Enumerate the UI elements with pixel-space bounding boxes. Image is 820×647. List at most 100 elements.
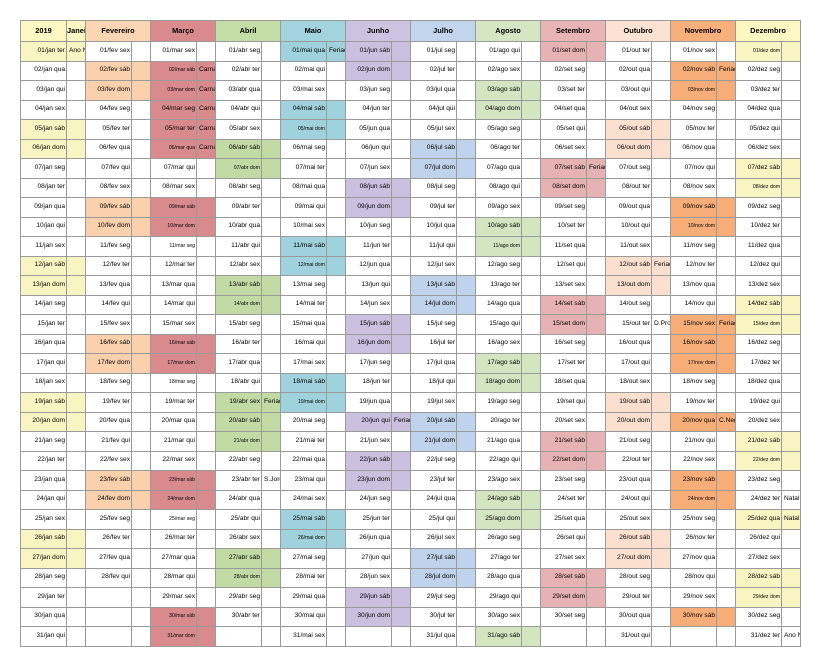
note-cell[interactable] [131, 431, 151, 452]
note-cell[interactable] [521, 353, 542, 374]
date-cell[interactable]: 28/nov qui [670, 567, 718, 588]
date-cell[interactable]: 05/jan sáb [20, 119, 67, 140]
note-cell[interactable] [390, 80, 412, 101]
note-cell[interactable] [781, 587, 802, 608]
date-cell[interactable]: 03/abr qua [215, 80, 262, 101]
date-cell[interactable]: 24/nov dom [670, 489, 718, 510]
note-cell[interactable] [716, 470, 737, 491]
note-cell[interactable] [521, 275, 542, 296]
note-cell[interactable] [586, 606, 607, 627]
note-cell[interactable] [326, 275, 346, 296]
date-cell[interactable]: 16/mai qui [280, 333, 327, 354]
note-cell[interactable] [781, 528, 802, 549]
note-cell[interactable]: Feriado [716, 314, 737, 335]
note-cell[interactable] [66, 177, 86, 198]
note-cell[interactable] [261, 60, 281, 81]
note-cell[interactable] [66, 119, 86, 140]
note-cell[interactable] [781, 138, 802, 159]
note-cell[interactable] [131, 177, 151, 198]
note-cell[interactable] [716, 255, 737, 276]
date-cell[interactable]: 11/fev seg [85, 236, 132, 257]
note-cell[interactable] [196, 470, 216, 491]
note-cell[interactable] [651, 450, 672, 471]
note-cell[interactable] [326, 548, 346, 569]
note-cell[interactable] [326, 80, 346, 101]
note-cell[interactable] [131, 333, 151, 354]
date-cell[interactable]: 27/out dom [605, 548, 653, 569]
note-cell[interactable]: Carnaval [196, 99, 216, 120]
date-cell[interactable]: 18/ago dom [475, 372, 523, 393]
date-cell[interactable]: 18/jul qui [410, 372, 458, 393]
note-cell[interactable] [261, 197, 281, 218]
date-cell[interactable]: 23/jun dom [345, 470, 392, 491]
date-cell[interactable]: 07/dez sáb [735, 158, 783, 179]
note-cell[interactable] [261, 275, 281, 296]
note-cell[interactable] [716, 80, 737, 101]
note-cell[interactable] [521, 548, 542, 569]
note-cell[interactable] [521, 450, 542, 471]
date-cell[interactable]: 28/dez sáb [735, 567, 783, 588]
date-cell[interactable]: 04/abr qui [215, 99, 262, 120]
date-cell[interactable]: 05/ago seg [475, 119, 523, 140]
date-cell[interactable]: 25/ago dom [475, 509, 523, 530]
date-cell[interactable]: 02/mar sáb [150, 60, 197, 81]
note-cell[interactable] [131, 275, 151, 296]
note-cell[interactable] [716, 236, 737, 257]
date-cell[interactable]: 12/abr sex [215, 255, 262, 276]
date-cell[interactable]: 22/fev sex [85, 450, 132, 471]
note-cell[interactable] [261, 41, 281, 62]
date-cell[interactable]: 19/jul sex [410, 392, 458, 413]
note-cell[interactable] [586, 411, 607, 432]
date-cell[interactable]: 04/out sex [605, 99, 653, 120]
date-cell[interactable]: 22/jul seg [410, 450, 458, 471]
date-cell[interactable]: 21/fev qui [85, 431, 132, 452]
date-cell[interactable]: 22/set dom [540, 450, 588, 471]
note-cell[interactable] [390, 158, 412, 179]
note-cell[interactable] [196, 606, 216, 627]
date-cell[interactable]: 17/out qui [605, 353, 653, 374]
date-cell[interactable]: 19/ago seg [475, 392, 523, 413]
note-cell[interactable] [390, 587, 412, 608]
note-cell[interactable] [586, 236, 607, 257]
date-cell[interactable]: 08/jan ter [20, 177, 67, 198]
note-cell[interactable] [781, 548, 802, 569]
note-cell[interactable] [586, 626, 607, 647]
note-cell[interactable] [390, 41, 412, 62]
date-cell[interactable]: 15/ago qui [475, 314, 523, 335]
date-cell[interactable]: 22/abr seg [215, 450, 262, 471]
date-cell[interactable]: 29/ago qui [475, 587, 523, 608]
date-cell[interactable]: 31/jan qui [20, 626, 67, 647]
note-cell[interactable] [390, 567, 412, 588]
note-cell[interactable] [131, 294, 151, 315]
date-cell[interactable]: 20/abr sáb [215, 411, 262, 432]
note-cell[interactable] [66, 197, 86, 218]
note-cell[interactable] [521, 314, 542, 335]
date-cell[interactable]: 16/ago sex [475, 333, 523, 354]
date-cell[interactable]: 15/jul seg [410, 314, 458, 335]
date-cell[interactable]: 03/out qui [605, 80, 653, 101]
date-cell[interactable]: 05/jul sex [410, 119, 458, 140]
note-cell[interactable] [131, 197, 151, 218]
note-cell[interactable] [586, 41, 607, 62]
note-cell[interactable] [326, 587, 346, 608]
note-cell[interactable] [521, 41, 542, 62]
note-cell[interactable] [781, 372, 802, 393]
date-cell[interactable]: 22/mar sex [150, 450, 197, 471]
date-cell[interactable]: 31/mar dom [150, 626, 197, 647]
date-cell[interactable]: 14/out seg [605, 294, 653, 315]
date-cell[interactable]: 31/out qui [605, 626, 653, 647]
note-cell[interactable] [326, 216, 346, 237]
date-cell[interactable]: 17/ago sáb [475, 353, 523, 374]
note-cell[interactable] [261, 138, 281, 159]
date-cell[interactable]: 20/ago ter [475, 411, 523, 432]
date-cell[interactable]: 27/jun qui [345, 548, 392, 569]
note-cell[interactable] [651, 411, 672, 432]
note-cell[interactable] [651, 333, 672, 354]
date-cell[interactable] [670, 626, 718, 647]
note-cell[interactable]: Ano Novo [781, 626, 802, 647]
date-cell[interactable]: 02/mai qui [280, 60, 327, 81]
date-cell[interactable]: 20/set sex [540, 411, 588, 432]
date-cell[interactable]: 08/abr seg [215, 177, 262, 198]
date-cell[interactable]: 12/jan sáb [20, 255, 67, 276]
note-cell[interactable] [716, 567, 737, 588]
